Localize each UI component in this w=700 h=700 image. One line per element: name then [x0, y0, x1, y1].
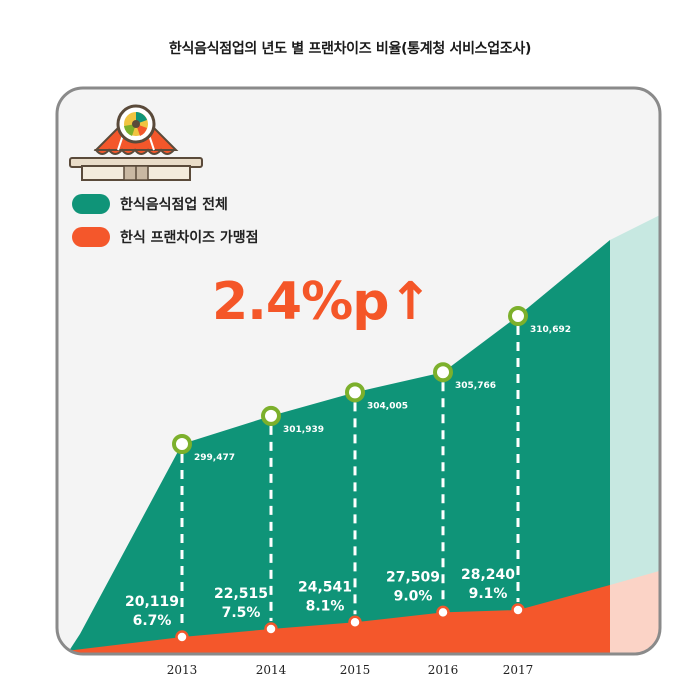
legend-label-franchise: 한식 프랜차이즈 가맹점 [120, 230, 259, 246]
franchise-point [175, 630, 189, 644]
total-area-extension [610, 205, 660, 654]
franchise-labels: 20,119 6.7% 22,515 7.5% 24,541 8.1% 27,509 9.0%… [125, 567, 515, 629]
franchise-share-label: 9.0% [394, 588, 433, 604]
franchise-share-label: 6.7% [133, 613, 172, 629]
total-value-label: 299,477 [194, 453, 235, 463]
x-tick-label: 2015 [340, 663, 371, 677]
guide-lines [180, 326, 520, 629]
franchise-area-extension [610, 565, 660, 654]
total-value-label: 305,766 [455, 381, 496, 391]
franchise-point [348, 615, 362, 630]
chart-title: 한식음식점업의 년도 별 프랜차이즈 비율(통계청 서비스업조사) [168, 41, 532, 57]
franchise-markers [175, 603, 525, 644]
franchise-point [511, 603, 525, 617]
total-point [261, 405, 281, 426]
total-point [172, 434, 192, 454]
legend-swatch-total [72, 194, 110, 214]
x-tick-label: 2013 [167, 663, 198, 677]
total-area [57, 240, 610, 654]
headline-percent: 2.4%p↑ [212, 272, 432, 332]
x-tick-label: 2016 [428, 663, 459, 677]
total-value-label: 310,692 [530, 325, 571, 335]
x-tick-label: 2014 [256, 663, 287, 677]
franchise-count-label: 22,515 [214, 586, 268, 602]
franchise-point [436, 605, 450, 620]
franchise-count-label: 24,541 [298, 579, 352, 595]
franchise-area [57, 585, 610, 654]
franchise-share-label: 9.1% [469, 586, 508, 602]
total-point [345, 382, 365, 403]
legend-item-total: 한식음식점업 전체 [72, 194, 228, 214]
legend-item-franchise: 한식 프랜차이즈 가맹점 [72, 227, 259, 247]
storefront-icon [69, 104, 203, 181]
franchise-point [264, 622, 278, 636]
franchise-share-label: 8.1% [306, 598, 345, 614]
franchise-count-label: 20,119 [125, 594, 179, 610]
total-value-label: 304,005 [367, 401, 408, 411]
total-value-label: 301,939 [283, 425, 324, 435]
franchise-count-label: 28,240 [461, 567, 515, 583]
chart-panel: 299,477 301,939 304,005 305,766 310,692 20,1… [57, 88, 660, 654]
value-labels: 299,477 301,939 304,005 305,766 310,692 [194, 325, 571, 463]
legend-swatch-franchise [72, 227, 110, 247]
franchise-share-label: 7.5% [222, 605, 261, 621]
panel-border [55, 86, 662, 656]
franchise-count-label: 27,509 [386, 569, 440, 585]
total-point [433, 362, 453, 383]
x-tick-label: 2017 [503, 663, 534, 677]
legend-label-total: 한식음식점업 전체 [120, 197, 228, 213]
total-markers [172, 306, 528, 454]
total-point [508, 306, 528, 326]
